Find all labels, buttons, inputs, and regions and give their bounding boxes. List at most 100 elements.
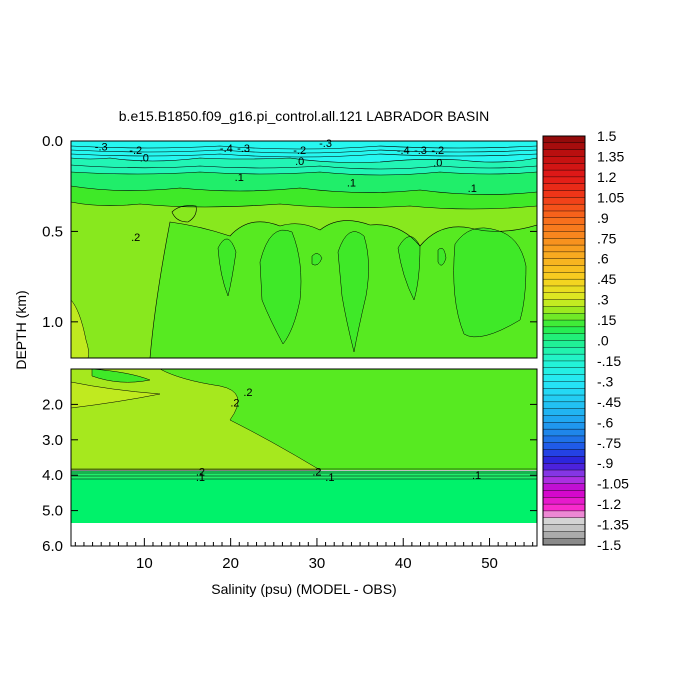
colorbar-label: -.9 xyxy=(597,455,614,471)
colorbar-band xyxy=(542,415,586,423)
contour-label: .2 xyxy=(243,387,252,399)
colorbar-band xyxy=(542,435,586,444)
y-tick-label: 6.0 xyxy=(42,538,63,555)
y-tick-label: 4.0 xyxy=(42,467,63,484)
colorbar-band xyxy=(542,408,586,416)
contour-label: -.2 xyxy=(293,145,306,157)
contour-label: .2 xyxy=(131,232,140,244)
upper-green-blob-3 xyxy=(337,231,369,353)
contour-label: .1 xyxy=(468,183,477,195)
contour-label: -.2 xyxy=(129,145,142,157)
colorbar-label: -.6 xyxy=(597,414,614,430)
colorbar-band xyxy=(542,394,586,403)
colorbar-band xyxy=(542,340,586,348)
upper-green-blob-1 xyxy=(217,238,237,297)
contour-label: .2 xyxy=(312,467,321,479)
colorbar-band xyxy=(542,497,586,505)
x-tick-label: 50 xyxy=(481,555,498,572)
contour-label: .2 xyxy=(196,467,205,479)
colorbar-label: -1.35 xyxy=(597,517,629,533)
upper-panel-frame xyxy=(70,140,538,359)
contour-label: -.4 xyxy=(397,145,410,157)
colorbar-label: -1.2 xyxy=(597,496,621,512)
contour-label: .0 xyxy=(140,152,149,164)
y-axis-label: DEPTH (km) xyxy=(13,290,29,369)
contour-label: -.2 xyxy=(431,145,444,157)
upper-panel xyxy=(71,141,537,358)
colorbar-label: -.45 xyxy=(597,394,621,410)
colorbar-band xyxy=(542,449,586,457)
colorbar-band xyxy=(542,190,586,198)
x-axis-label: Salinity (psu) (MODEL - OBS) xyxy=(211,581,396,597)
colorbar-band xyxy=(542,231,586,239)
colorbar-band xyxy=(542,278,586,287)
colorbar-band xyxy=(542,353,586,362)
upper-green-blob-7 xyxy=(437,248,447,266)
colorbar-band xyxy=(542,306,586,314)
colorbar-band xyxy=(542,272,586,280)
colorbar-band xyxy=(542,463,586,471)
upper-surface-band-teal xyxy=(71,158,537,175)
colorbar-band xyxy=(542,224,586,232)
colorbar-band xyxy=(542,490,586,498)
colorbar-band xyxy=(542,217,586,226)
y-tick-label: 0.0 xyxy=(42,133,63,150)
colorbar-label: 1.05 xyxy=(597,189,624,205)
colorbar-band xyxy=(542,537,586,546)
contour-label: .1 xyxy=(472,470,481,482)
colorbar-band xyxy=(542,197,586,205)
colorbar-label: .3 xyxy=(597,292,609,308)
colorbar-band xyxy=(542,169,586,178)
colorbar-label: 1.35 xyxy=(597,148,624,164)
colorbar-label: 1.5 xyxy=(597,128,617,144)
upper-left-yellow-region xyxy=(71,299,89,358)
contour-label: -.3 xyxy=(414,145,427,157)
colorbar-band xyxy=(542,374,586,382)
colorbar-band xyxy=(542,176,586,185)
y-tick-label: 0.5 xyxy=(42,223,63,240)
upper-green-blob-2 xyxy=(259,229,302,345)
upper-band-green xyxy=(71,172,537,195)
colorbar-band xyxy=(542,428,586,437)
contour-label: .1 xyxy=(196,472,205,484)
colorbar-band xyxy=(542,244,586,253)
colorbar: 1.5 1.35 1.2 1.05 .9 .75 .6 .45 .3 .15 .0 -.15 -.3 -.… xyxy=(542,128,629,553)
contour-label: .2 xyxy=(230,398,239,410)
contour-label: .0 xyxy=(295,156,304,168)
colorbar-band xyxy=(542,299,586,307)
colorbar-band xyxy=(542,476,586,485)
lower-panel xyxy=(71,369,537,546)
lower-panel-frame xyxy=(70,368,538,547)
colorbar-label: -1.05 xyxy=(597,476,629,492)
contour-label: -.3 xyxy=(237,143,250,155)
contour-label: -.4 xyxy=(220,143,233,155)
colorbar-band xyxy=(542,469,586,478)
colorbar-band xyxy=(542,401,586,410)
colorbar-band xyxy=(542,517,586,526)
contour-label: .0 xyxy=(433,158,442,170)
colorbar-label: .9 xyxy=(597,210,609,226)
lower-bottom-green xyxy=(71,479,537,523)
contour-label: -.3 xyxy=(319,138,332,150)
colorbar-band xyxy=(542,135,586,144)
colorbar-band xyxy=(542,156,586,164)
colorbar-band xyxy=(542,456,586,464)
colorbar-label: -.3 xyxy=(597,373,614,389)
colorbar-band xyxy=(542,483,586,491)
colorbar-band xyxy=(542,265,586,273)
colorbar-band xyxy=(542,503,586,512)
y-tick-label: 1.0 xyxy=(42,314,63,331)
colorbar-band xyxy=(542,442,586,451)
colorbar-band xyxy=(542,347,586,355)
colorbar-band xyxy=(542,510,586,519)
colorbar-label: -1.5 xyxy=(597,537,621,553)
colorbar-label: -.75 xyxy=(597,435,621,451)
colorbar-band xyxy=(542,333,586,341)
colorbar-band xyxy=(542,163,586,171)
colorbar-band xyxy=(542,388,586,396)
x-tick-label: 30 xyxy=(309,555,326,572)
colorbar-band xyxy=(542,238,586,246)
lower-yellow-highlight xyxy=(71,381,161,409)
colorbar-label: .15 xyxy=(597,312,617,328)
chart-title: b.e15.B1850.f09_g16.pi_control.all.121 L… xyxy=(119,108,489,124)
